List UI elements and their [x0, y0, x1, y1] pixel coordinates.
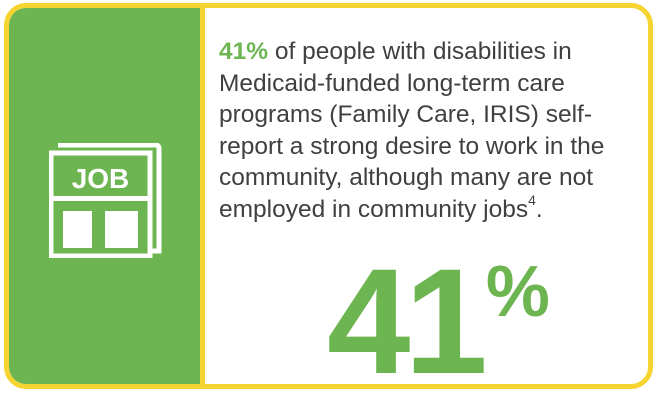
statement-end: .: [535, 195, 543, 223]
panel-divider: [200, 8, 205, 384]
statement-body: of people with disabilities in Medicaid-…: [219, 38, 605, 223]
big-stat-percent: %: [485, 252, 550, 332]
stat-card: JOB 41% of people with disabilities in M…: [4, 3, 653, 389]
job-icon-label: JOB: [72, 163, 130, 194]
big-stat: 41%: [327, 237, 550, 389]
big-stat-number: 41: [327, 237, 488, 389]
icon-panel: JOB: [9, 8, 200, 384]
footnote-marker: 4: [528, 192, 536, 209]
statement-text: 41% of people with disabilities in Medic…: [219, 36, 648, 225]
statement-highlight: 41%: [219, 38, 269, 65]
job-icon: JOB: [49, 143, 162, 258]
